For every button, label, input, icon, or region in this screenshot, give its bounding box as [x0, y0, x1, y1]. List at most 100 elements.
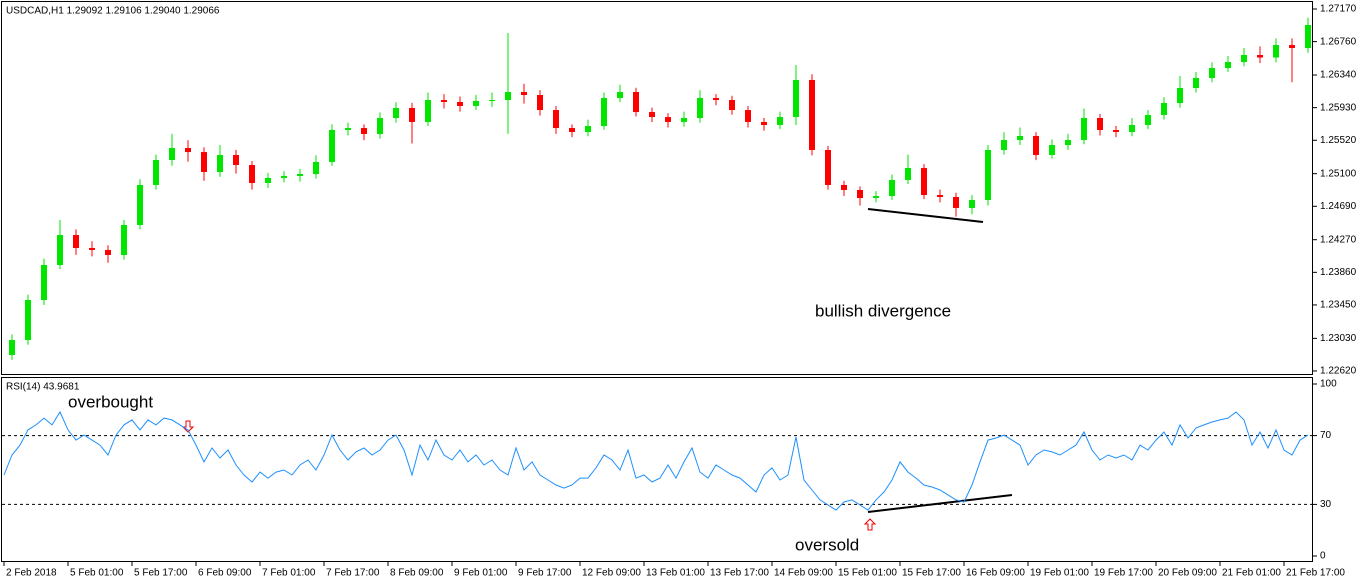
- candle-body: [889, 179, 895, 197]
- candle-body: [185, 147, 191, 153]
- candle-body: [665, 117, 671, 122]
- candle-body: [489, 100, 495, 102]
- annotation: overbought: [68, 392, 153, 411]
- candle-body: [937, 195, 943, 197]
- candle-body: [1193, 77, 1199, 88]
- candle-body: [1097, 117, 1103, 131]
- candle-body: [1225, 61, 1231, 69]
- candle-body: [233, 154, 239, 166]
- candle-body: [985, 149, 991, 201]
- rsi-line: [3, 410, 1309, 511]
- candle-body: [745, 110, 751, 122]
- x-tick-label: 14 Feb 09:00: [774, 568, 833, 579]
- candle-body: [505, 91, 511, 101]
- annotation: bullish divergence: [815, 301, 951, 320]
- x-tick-label: 7 Feb 01:00: [262, 568, 316, 579]
- x-tick-label: 13 Feb 01:00: [646, 568, 705, 579]
- x-tick-label: 19 Feb 01:00: [1030, 568, 1089, 579]
- candle-body: [713, 98, 719, 101]
- y-tick-label: 1.25930: [1320, 102, 1357, 113]
- x-tick-label: 8 Feb 09:00: [390, 568, 444, 579]
- candle-body: [681, 117, 687, 122]
- y-tick-label: 30: [1320, 499, 1332, 510]
- rsi-panel: [1, 377, 1313, 562]
- x-tick-label: 6 Feb 09:00: [198, 568, 252, 579]
- y-tick-label: 1.22620: [1320, 366, 1357, 377]
- candle-body: [601, 98, 607, 127]
- candle-body: [473, 100, 479, 106]
- candle-body: [729, 100, 735, 111]
- chart-title: USDCAD,H1 1.29092 1.29106 1.29040 1.2906…: [6, 6, 220, 17]
- candle-body: [361, 128, 367, 134]
- candle-body: [825, 149, 831, 185]
- divergence-line: [867, 494, 1013, 513]
- candle-body: [57, 235, 63, 266]
- candle-body: [457, 102, 463, 106]
- candle-body: [169, 147, 175, 160]
- candle-body: [569, 128, 575, 132]
- candle-body: [969, 200, 975, 208]
- candle-body: [649, 112, 655, 118]
- candle-body: [617, 91, 623, 99]
- price-panel: [1, 1, 1313, 375]
- candle-body: [1017, 135, 1023, 141]
- candle-body: [393, 107, 399, 118]
- candle-body: [857, 189, 863, 199]
- x-tick-label: 5 Feb 17:00: [134, 568, 188, 579]
- candle-body: [1033, 135, 1039, 155]
- candle-body: [201, 152, 207, 173]
- candle-body: [1209, 68, 1215, 78]
- x-tick-label: 9 Feb 01:00: [454, 568, 508, 579]
- y-tick-label: 1.23450: [1320, 300, 1357, 311]
- x-tick-label: 16 Feb 09:00: [966, 568, 1025, 579]
- x-tick-label: 15 Feb 01:00: [838, 568, 897, 579]
- candle-body: [841, 184, 847, 190]
- candle-body: [585, 126, 591, 132]
- y-tick-label: 1.26760: [1320, 36, 1357, 47]
- candle-body: [1145, 114, 1151, 125]
- candle-body: [217, 154, 223, 173]
- candle-body: [329, 130, 335, 162]
- x-tick-label: 15 Feb 17:00: [902, 568, 961, 579]
- y-tick-label: 100: [1320, 379, 1337, 390]
- candle-body: [1273, 45, 1279, 58]
- divergence-line: [867, 208, 984, 223]
- x-tick-label: 5 Feb 01:00: [70, 568, 124, 579]
- candle-body: [697, 98, 703, 118]
- candle-body: [777, 117, 783, 125]
- candle-body: [1081, 117, 1087, 141]
- x-tick-label: 2 Feb 2018: [6, 568, 57, 579]
- candle-body: [249, 165, 255, 183]
- candle-body: [297, 173, 303, 176]
- candle-body: [905, 168, 911, 180]
- candle-body: [25, 300, 31, 341]
- annotation: oversold: [795, 535, 859, 554]
- candle-body: [441, 100, 447, 103]
- candle-body: [41, 265, 47, 301]
- candle-body: [1129, 124, 1135, 132]
- x-tick-label: 21 Feb 17:00: [1286, 568, 1345, 579]
- candle-body: [793, 79, 799, 118]
- y-tick-label: 1.24270: [1320, 234, 1357, 245]
- candle-body: [1257, 54, 1263, 58]
- candle-body: [425, 100, 431, 122]
- y-tick-label: 1.27170: [1320, 4, 1357, 15]
- x-tick-label: 19 Feb 17:00: [1094, 568, 1153, 579]
- candle-body: [809, 79, 815, 150]
- y-tick-label: 1.24690: [1320, 201, 1357, 212]
- y-tick-label: 1.25100: [1320, 168, 1357, 179]
- candle-body: [137, 184, 143, 225]
- candle-body: [281, 175, 287, 178]
- candle-body: [153, 159, 159, 185]
- candle-body: [761, 121, 767, 125]
- x-tick-label: 7 Feb 17:00: [326, 568, 380, 579]
- candle-body: [521, 91, 527, 95]
- candle-body: [409, 107, 415, 122]
- y-tick-label: 70: [1320, 430, 1332, 441]
- candle-body: [265, 177, 271, 183]
- x-tick-label: 20 Feb 09:00: [1158, 568, 1217, 579]
- y-tick-label: 1.25520: [1320, 135, 1357, 146]
- candle-body: [1241, 54, 1247, 62]
